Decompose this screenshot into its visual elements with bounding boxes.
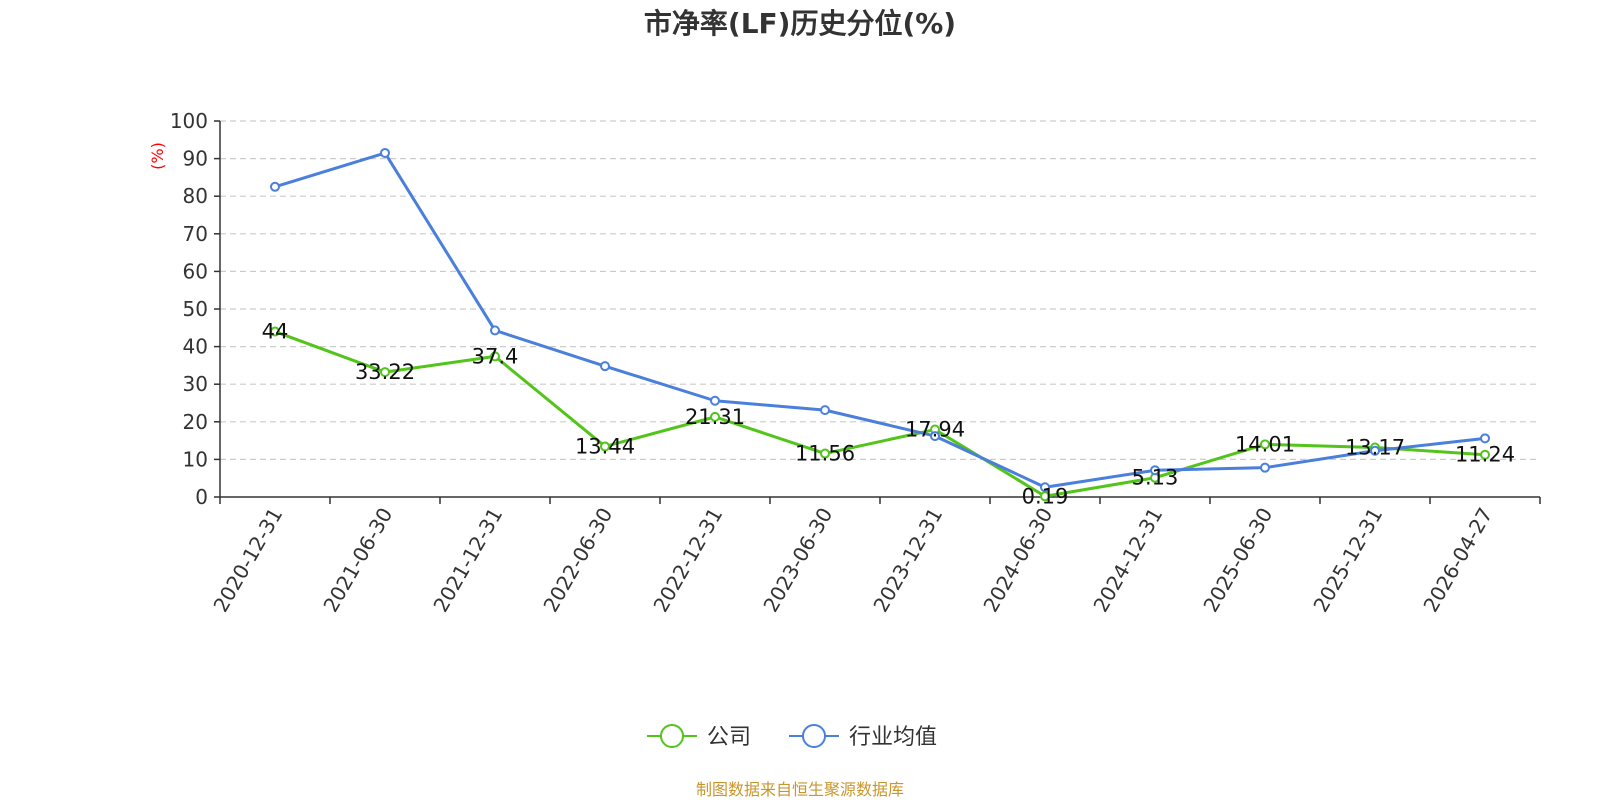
x-tick-label: 2026-04-27	[1418, 504, 1497, 617]
data-point	[380, 367, 390, 378]
data-label: 5.13	[1132, 466, 1179, 490]
series-lines	[270, 147, 1490, 502]
data-label: 13.44	[575, 434, 635, 458]
data-label: 11.56	[795, 442, 855, 466]
x-tick-label: 2024-06-30	[978, 504, 1057, 617]
data-point	[710, 411, 720, 422]
legend-label: 行业均值	[849, 725, 937, 750]
series-line	[274, 151, 1486, 489]
data-point	[820, 405, 830, 416]
x-tick-label: 2025-06-30	[1198, 504, 1277, 617]
x-tick-label: 2023-06-30	[758, 504, 837, 617]
data-point	[1480, 449, 1490, 460]
x-tick-label: 2021-06-30	[318, 504, 397, 617]
x-tick-label: 2025-12-31	[1308, 504, 1387, 617]
y-tick-label: 40	[183, 335, 208, 359]
legend-item[interactable]: 行业均值	[789, 724, 937, 750]
chart-title: 市净率(LF)历史分位(%)	[644, 7, 956, 40]
data-point	[600, 441, 610, 452]
legend-marker	[660, 724, 684, 748]
source-note: 制图数据来自恒生聚源数据库	[696, 780, 904, 799]
data-label: 17.94	[905, 418, 965, 442]
y-tick-label: 50	[183, 297, 208, 321]
data-point	[1040, 482, 1050, 493]
y-tick-label: 30	[183, 372, 208, 396]
y-tick-label: 10	[183, 447, 208, 471]
data-label: 33.22	[355, 360, 415, 384]
y-axis-unit-label: (%)	[148, 142, 167, 170]
data-point	[1040, 491, 1050, 502]
x-tick-label: 2022-12-31	[648, 504, 727, 617]
data-point	[1260, 462, 1270, 473]
legend: 公司 行业均值	[647, 724, 937, 750]
y-tick-label: 80	[183, 184, 208, 208]
x-tick-label: 2024-12-31	[1088, 504, 1167, 617]
grid-lines	[220, 120, 1540, 460]
y-tick-label: 70	[183, 222, 208, 246]
legend-label: 公司	[707, 725, 751, 750]
data-point	[1370, 445, 1380, 456]
data-point	[930, 431, 940, 442]
data-point	[600, 361, 610, 372]
data-labels: 44 33.22 37.4 13.44 21.31 11.56 17.94 0.19 5.13 1…	[262, 320, 1515, 509]
x-tick-label: 2023-12-31	[868, 504, 947, 617]
data-label: 21.31	[685, 405, 745, 429]
data-point	[1480, 433, 1490, 444]
y-tick-label: 90	[183, 147, 208, 171]
y-tick-label: 0	[195, 485, 208, 509]
data-label: 0.19	[1022, 484, 1069, 508]
data-point	[270, 181, 280, 192]
series-line	[274, 330, 1486, 498]
data-point	[1150, 465, 1160, 476]
data-label: 37.4	[472, 344, 519, 368]
x-tick-label: 2021-12-31	[428, 504, 507, 617]
data-point	[490, 351, 500, 362]
data-label: 14.01	[1235, 432, 1295, 456]
data-point	[820, 448, 830, 459]
data-label: 11.24	[1455, 443, 1515, 467]
data-label: 13.17	[1345, 435, 1405, 459]
data-point	[710, 395, 720, 406]
y-tick-label: 100	[170, 109, 208, 133]
y-tick-label: 60	[183, 259, 208, 283]
data-point	[1260, 439, 1270, 450]
x-tick-label: 2022-06-30	[538, 504, 617, 617]
legend-item[interactable]: 公司	[647, 724, 751, 750]
data-point	[270, 326, 280, 337]
legend-marker	[802, 724, 826, 748]
data-point	[490, 325, 500, 336]
data-label: 44	[262, 320, 289, 344]
x-tick-label: 2020-12-31	[208, 504, 287, 617]
data-point	[380, 147, 390, 158]
y-tick-label: 20	[183, 410, 208, 434]
